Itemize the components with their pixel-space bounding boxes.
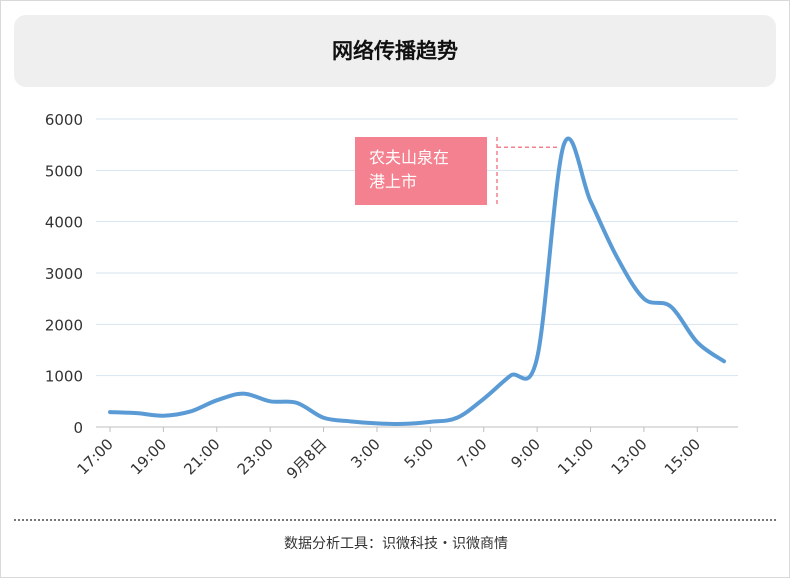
- x-tick-label: 19:00: [127, 435, 170, 478]
- y-tick-label: 0: [73, 419, 83, 437]
- x-tick-label: 13:00: [607, 435, 650, 478]
- annotation-text-line2: 港上市: [369, 172, 418, 191]
- x-tick-label: 9:00: [507, 435, 544, 472]
- x-tick-label: 23:00: [234, 435, 277, 478]
- x-tick-label: 3:00: [347, 435, 384, 472]
- x-tick-label: 15:00: [661, 435, 704, 478]
- y-tick-label: 1000: [45, 368, 83, 386]
- annotation-leader: [496, 137, 559, 205]
- x-tick-label: 9月8日: [283, 435, 330, 482]
- x-axis-tick-labels: 17:00 19:00 21:00 23:00 9月8日 3:00 5:00 7:00 9:00…: [74, 435, 705, 482]
- x-tick-label: 21:00: [180, 435, 223, 478]
- series-line: [108, 136, 726, 427]
- y-tick-label: 6000: [45, 111, 83, 129]
- y-axis-tick-labels: 0 1000 2000 3000 4000 5000 6000: [45, 111, 83, 437]
- x-tick-label: 11:00: [554, 435, 597, 478]
- y-tick-label: 3000: [45, 265, 83, 283]
- annotation-box: 农夫山泉在 港上市: [355, 137, 487, 205]
- y-tick-label: 2000: [45, 316, 83, 334]
- footer-source: 数据分析工具：识微科技・识微商情: [284, 536, 508, 552]
- x-axis: [96, 426, 738, 432]
- x-tick-label: 7:00: [454, 435, 491, 472]
- y-tick-label: 4000: [45, 214, 83, 232]
- series-lines: [108, 136, 726, 427]
- y-tick-label: 5000: [45, 162, 83, 180]
- footer-divider: [14, 519, 776, 521]
- annotation-text-line1: 农夫山泉在: [369, 148, 450, 167]
- grid-lines: [96, 118, 738, 377]
- x-tick-label: 5:00: [401, 435, 438, 472]
- chart-title: 网络传播趋势: [332, 39, 458, 63]
- x-tick-label: 17:00: [74, 435, 117, 478]
- title-bar: 网络传播趋势: [14, 15, 776, 87]
